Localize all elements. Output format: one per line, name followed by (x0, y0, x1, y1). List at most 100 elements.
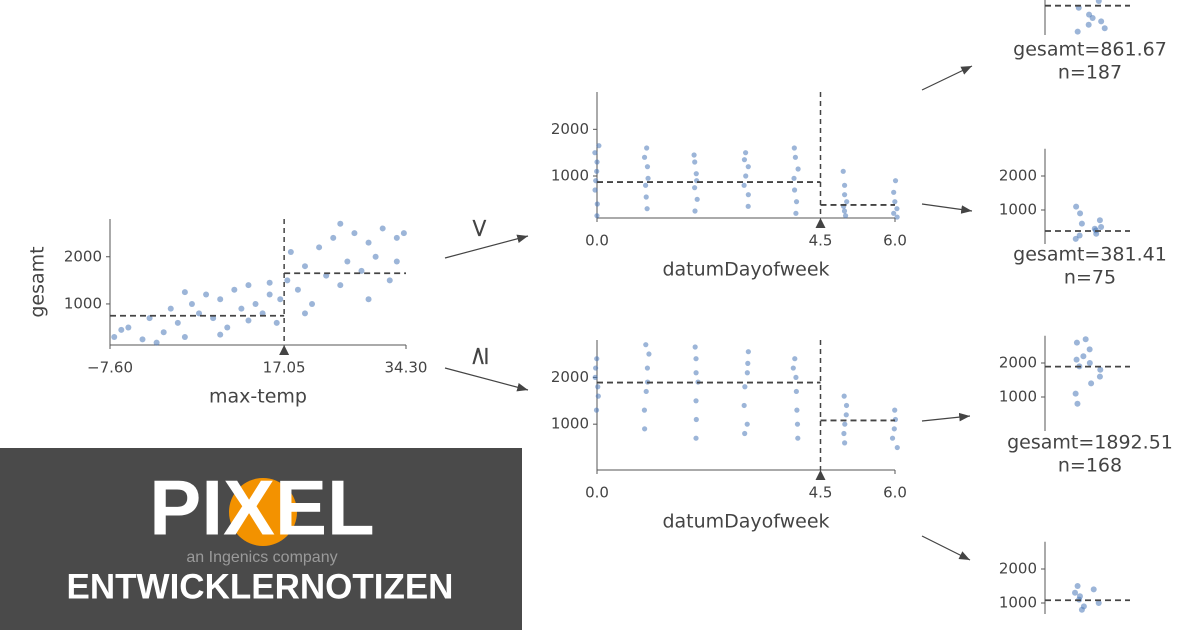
y-tick-label: 1000 (999, 201, 1037, 219)
data-point (641, 407, 648, 413)
data-point (277, 296, 284, 303)
split-marker (815, 470, 826, 480)
data-point (745, 203, 751, 209)
plots: 1000 2000 −7.60 17.05 34.30 max-temp gesamt 100… (27, 0, 1173, 614)
x-tick-label: 17.05 (263, 359, 306, 377)
data-point (1096, 217, 1103, 224)
data-point (843, 412, 849, 418)
data-point (692, 159, 698, 165)
data-point (153, 339, 160, 346)
data-point (1074, 583, 1081, 589)
data-point (841, 430, 847, 437)
data-point (1074, 28, 1081, 35)
data-point (1097, 366, 1104, 373)
data-point (330, 234, 337, 241)
data-point (792, 154, 798, 160)
data-point (1080, 353, 1087, 360)
data-point (1076, 232, 1083, 239)
data-point (592, 150, 598, 156)
edge-arrow (921, 203, 973, 214)
edge-arrow (921, 412, 971, 422)
data-point (181, 333, 188, 340)
data-point (744, 421, 750, 427)
data-point (294, 286, 301, 293)
edge-label: ≥ (465, 345, 495, 367)
data-point (791, 175, 797, 181)
data-point (1080, 603, 1087, 610)
data-point (1086, 11, 1093, 18)
data-point (894, 444, 900, 451)
data-point (742, 150, 749, 156)
data-point (592, 374, 598, 381)
data-point (224, 324, 231, 331)
data-point (118, 326, 125, 333)
data-point (595, 384, 601, 390)
data-point (245, 282, 252, 289)
data-point (1098, 224, 1105, 230)
data-point (793, 388, 799, 395)
leaf-count: n=187 (1058, 62, 1122, 84)
y-tick-label: 2000 (999, 354, 1037, 372)
data-point (393, 234, 400, 241)
edges (444, 65, 973, 561)
data-point (795, 435, 801, 441)
data-point (644, 164, 651, 170)
data-point (365, 296, 372, 303)
data-point (1072, 589, 1079, 596)
data-point (643, 342, 649, 348)
leaf-count: n=168 (1058, 455, 1122, 477)
data-point (794, 407, 800, 413)
data-point (309, 300, 316, 307)
data-point (646, 351, 652, 357)
data-point (795, 166, 801, 172)
logo-brand: PIXEL (149, 464, 374, 552)
edge-label: < (465, 217, 495, 239)
data-point (741, 402, 747, 409)
x-tick-label: 6.0 (883, 484, 907, 502)
y-tick-label: 2000 (999, 167, 1037, 185)
data-point (793, 210, 799, 216)
data-point (892, 178, 899, 184)
split-marker (815, 218, 826, 228)
data-point (1074, 400, 1081, 407)
data-point (643, 388, 649, 395)
data-point (1086, 346, 1093, 353)
data-point (745, 349, 751, 355)
data-point (693, 171, 699, 177)
x-tick-label: −7.60 (87, 359, 133, 377)
data-point (1073, 339, 1080, 346)
data-point (273, 319, 280, 326)
data-point (842, 213, 849, 219)
data-point (844, 199, 850, 205)
data-point (231, 286, 238, 293)
data-point (252, 300, 259, 307)
data-point (643, 194, 649, 200)
data-point (266, 291, 273, 298)
data-point (594, 159, 600, 165)
data-point (1095, 600, 1102, 606)
data-point (386, 277, 393, 284)
data-point (1085, 21, 1092, 28)
data-point (379, 225, 386, 232)
leaf-count: n=75 (1064, 267, 1116, 289)
y-tick-label: 1000 (551, 167, 589, 185)
data-point (791, 145, 797, 151)
data-point (743, 173, 749, 179)
data-point (337, 282, 344, 289)
data-point (793, 199, 800, 205)
y-tick-label: 2000 (999, 560, 1037, 578)
data-point (841, 393, 847, 399)
logo: PIXEL an Ingenics company ENTWICKLERNOTI… (0, 448, 522, 630)
data-point (337, 220, 344, 227)
y-tick-label: 1000 (64, 294, 102, 312)
data-point (595, 393, 601, 399)
data-point (160, 329, 167, 336)
data-point (644, 365, 651, 371)
x-tick-label: 4.5 (809, 484, 833, 502)
data-point (793, 374, 799, 381)
data-point (742, 430, 748, 437)
data-point (203, 291, 210, 298)
data-point (1072, 235, 1079, 242)
split-marker (279, 345, 290, 355)
data-point (1086, 360, 1093, 366)
